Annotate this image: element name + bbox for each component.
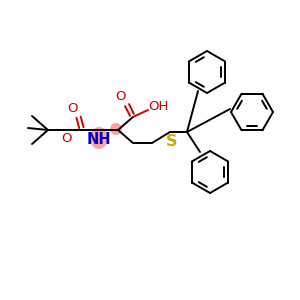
Text: O: O xyxy=(116,89,126,103)
Text: OH: OH xyxy=(148,100,168,112)
Ellipse shape xyxy=(90,127,108,149)
Text: NH: NH xyxy=(87,133,111,148)
Text: S: S xyxy=(166,134,178,148)
Ellipse shape xyxy=(110,123,122,135)
Text: O: O xyxy=(61,131,71,145)
Text: O: O xyxy=(67,103,77,116)
